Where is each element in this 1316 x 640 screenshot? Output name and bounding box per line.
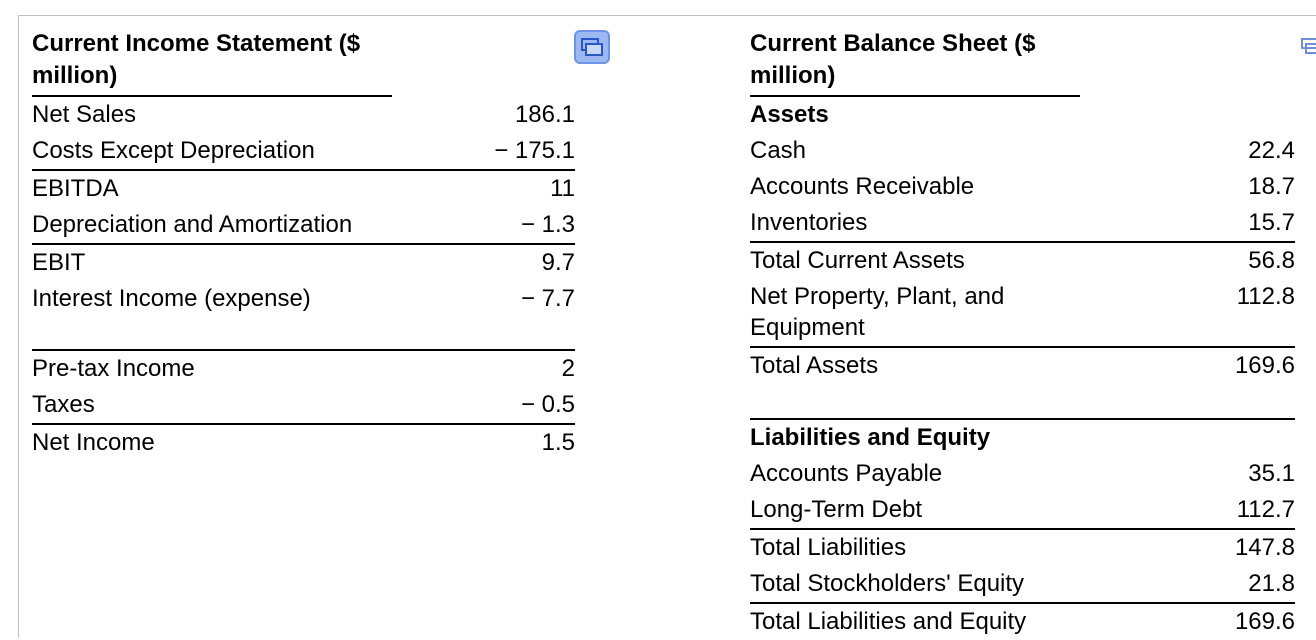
row-label: Long-Term Debt [750, 496, 923, 523]
table-row: Depreciation and Amortization − 1.3 [32, 207, 575, 243]
row-label: Accounts Payable [750, 460, 943, 487]
row-value: − 7.7 [520, 285, 575, 312]
income-statement-table: Current Income Statement ($ million) Net… [32, 28, 575, 461]
row-value: 15.7 [1248, 209, 1295, 236]
row-value: 147.8 [1234, 534, 1295, 561]
table-row: Accounts Payable 35.1 [750, 456, 1295, 492]
row-label: EBITDA [32, 175, 119, 202]
table-row: Pre-tax Income 2 [32, 349, 575, 387]
assets-header: Assets [750, 101, 829, 128]
table-row: Taxes − 0.5 [32, 387, 575, 423]
table-row: Total Current Assets 56.8 [750, 241, 1295, 279]
table-row: Net Income 1.5 [32, 423, 575, 461]
table-row: Inventories 15.7 [750, 205, 1295, 241]
row-label: Net Income [32, 429, 155, 456]
table-row: Accounts Receivable 18.7 [750, 169, 1295, 205]
table-row: Total Stockholders' Equity 21.8 [750, 566, 1295, 602]
row-value: 112.7 [1236, 496, 1295, 523]
row-label: Total Assets [750, 352, 879, 379]
row-label: Net Sales [32, 101, 137, 128]
table-row: Costs Except Depreciation − 175.1 [32, 133, 575, 169]
row-label: Taxes [32, 391, 95, 418]
frame-top-border [18, 15, 1316, 16]
row-label: Costs Except Depreciation [32, 137, 315, 164]
table-row: Interest Income (expense) − 7.7 [32, 281, 575, 317]
table-row: Total Liabilities and Equity 169.6 [750, 602, 1295, 640]
row-label: Cash [750, 137, 807, 164]
row-value: 186.1 [514, 101, 575, 128]
table-row: EBIT 9.7 [32, 243, 575, 281]
copy-table-button-2[interactable] [1298, 30, 1316, 64]
liabilities-header: Liabilities and Equity [750, 424, 991, 451]
copy-table-icon [1301, 38, 1316, 54]
row-value: 169.6 [1234, 352, 1295, 379]
balance-sheet-title: Current Balance Sheet ($ million) [750, 28, 1080, 97]
row-spacer [750, 384, 1295, 418]
copy-table-icon [581, 38, 603, 56]
table-row: EBITDA 11 [32, 169, 575, 207]
table-row: Net Property, Plant, and Equipment 112.8 [750, 279, 1295, 346]
balance-sheet-table: Current Balance Sheet ($ million) Assets… [750, 28, 1295, 640]
row-value: 35.1 [1248, 460, 1295, 487]
row-value: 169.6 [1234, 608, 1295, 635]
row-label: Net Property, Plant, and Equipment [750, 283, 1005, 341]
row-label: Interest Income (expense) [32, 285, 311, 312]
row-label: Pre-tax Income [32, 355, 195, 382]
assets-header-row: Assets [750, 97, 1295, 133]
table-row: Long-Term Debt 112.7 [750, 492, 1295, 528]
table-row: Total Liabilities 147.8 [750, 528, 1295, 566]
row-value: 11 [550, 175, 575, 202]
income-statement-title: Current Income Statement ($ million) [32, 28, 392, 97]
row-value: − 175.1 [494, 137, 575, 164]
row-value: 112.8 [1236, 283, 1295, 310]
table-row: Net Sales 186.1 [32, 97, 575, 133]
table-row: Total Assets 169.6 [750, 346, 1295, 384]
row-label: Accounts Receivable [750, 173, 975, 200]
row-label: Total Liabilities and Equity [750, 608, 1027, 635]
row-spacer [32, 317, 575, 349]
row-value: 22.4 [1248, 137, 1295, 164]
row-label: EBIT [32, 249, 86, 276]
row-label: Depreciation and Amortization [32, 211, 353, 238]
row-label: Inventories [750, 209, 868, 236]
row-label: Total Current Assets [750, 247, 965, 274]
row-value: 9.7 [541, 249, 575, 276]
frame-left-border [18, 15, 19, 638]
row-value: 18.7 [1248, 173, 1295, 200]
row-label: Total Stockholders' Equity [750, 570, 1025, 597]
row-value: − 0.5 [520, 391, 575, 418]
row-value: − 1.3 [520, 211, 575, 238]
row-label: Total Liabilities [750, 534, 907, 561]
row-value: 1.5 [541, 429, 575, 456]
row-value: 21.8 [1248, 570, 1295, 597]
row-value: 2 [561, 355, 575, 382]
row-value: 56.8 [1248, 247, 1295, 274]
copy-table-button[interactable] [574, 30, 610, 64]
liabilities-header-row: Liabilities and Equity [750, 418, 1295, 456]
table-row: Cash 22.4 [750, 133, 1295, 169]
